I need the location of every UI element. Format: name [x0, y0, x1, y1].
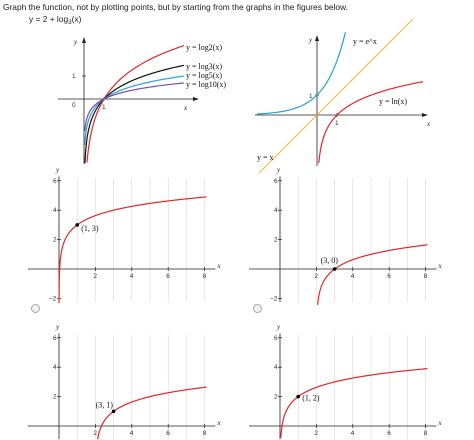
marked-point	[111, 409, 116, 414]
y-axis-label: y	[276, 323, 281, 331]
ln-curve	[318, 81, 424, 164]
y-tick-label: −2	[270, 295, 278, 302]
option-curve	[280, 368, 428, 438]
label-log10: y = log10(x)	[186, 80, 226, 89]
x-tick-label: 8	[203, 430, 207, 437]
y-tick-label: 6	[53, 335, 57, 342]
y-tick-label: −2	[49, 295, 57, 302]
equation-prefix: y = 2 + log	[29, 14, 69, 24]
y-tick-label: 4	[274, 364, 278, 371]
y-axis-label: y	[55, 166, 60, 174]
y-tick-label-1: 1	[309, 93, 313, 100]
identity-line	[258, 18, 414, 174]
y-tick-label: 6	[274, 178, 278, 185]
y-axis-label: y	[308, 36, 313, 44]
option-graph-a: 2 4 6 8 6 4 2 −2 x y (1, 3)	[28, 166, 222, 303]
point-label: (1, 2)	[302, 394, 320, 403]
reference-graph-exp-ln: 1 1 y x y = e^x y = ln(x) y = x	[255, 18, 431, 174]
x-tick-label: 4	[351, 430, 355, 437]
y-axis-arrow	[82, 37, 86, 43]
origin-label: 0	[72, 102, 76, 109]
log3-curve	[84, 64, 185, 164]
label-identity: y = x	[257, 153, 274, 162]
option-graph-b: 2 4 6 8 6 4 2 −2 x y (3, 0)	[249, 166, 443, 305]
x-tick-label: 2	[93, 273, 97, 280]
log2-curve	[86, 45, 185, 163]
x-tick-label: 4	[130, 430, 134, 437]
marked-point	[296, 394, 300, 399]
y-tick-label: 2	[53, 237, 57, 244]
log10-curve	[84, 82, 185, 132]
y-axis-arrow	[315, 35, 319, 41]
point-label: (3, 1)	[96, 400, 114, 409]
y-tick-label: 2	[53, 394, 57, 401]
y-tick-label: 4	[53, 364, 57, 371]
equation-base: 3	[68, 19, 72, 26]
reference-graph-log-family: 0 1 1 y x y = log2(x) y = log3(x) y = lo…	[58, 37, 226, 164]
x-axis-arrow	[193, 97, 199, 101]
y-tick-label: 6	[53, 178, 57, 185]
target-equation: y = 2 + log3(x)	[29, 14, 82, 26]
x-axis-label: x	[217, 419, 222, 427]
option-graph-d: 2 4 6 8 6 4 2 x y (1, 2)	[249, 323, 443, 440]
y-tick-label: 4	[53, 207, 57, 214]
option-curve	[97, 386, 207, 440]
x-tick-label: 4	[130, 273, 134, 280]
x-tick-label: 2	[314, 273, 318, 280]
marked-point	[332, 267, 337, 271]
point-label: (3, 0)	[321, 256, 339, 265]
x-axis-label: x	[183, 104, 188, 112]
option-graph-c: 2 4 6 8 6 4 2 x y (3, 1)	[28, 323, 222, 440]
y-tick-label: 2	[274, 394, 278, 401]
label-log5: y = log5(x)	[186, 71, 222, 80]
equation-suffix: (x)	[71, 14, 82, 24]
x-tick-label: 8	[203, 273, 207, 280]
question-prompt: Graph the function, not by plotting poin…	[3, 2, 348, 12]
y-tick-label: 4	[274, 207, 278, 214]
x-tick-label: 6	[387, 430, 391, 437]
y-tick-label: 2	[274, 237, 278, 244]
x-tick-label-1: 1	[335, 120, 339, 127]
x-axis-label: x	[438, 262, 443, 270]
x-axis-label: x	[438, 419, 443, 427]
label-exp: y = e^x	[353, 37, 377, 46]
x-axis-label: x	[217, 262, 222, 270]
option-a-radio[interactable]	[31, 304, 40, 313]
x-tick-label: 2	[314, 430, 318, 437]
y-axis-label: y	[73, 38, 78, 46]
option-curve	[58, 196, 207, 303]
marked-point	[75, 223, 79, 227]
point-label: (1, 3)	[81, 224, 99, 233]
y-axis-label: y	[276, 166, 281, 174]
x-tick-label: 2	[93, 430, 97, 437]
x-tick-label: 6	[166, 430, 170, 437]
x-tick-label: 8	[424, 430, 428, 437]
label-log2: y = log2(x)	[186, 43, 222, 52]
y-tick-label-1: 1	[72, 73, 76, 80]
log5-curve	[84, 75, 185, 146]
y-tick-label: 6	[274, 335, 278, 342]
y-axis-label: y	[55, 323, 60, 331]
option-b-radio[interactable]	[253, 304, 262, 313]
x-axis-label: x	[426, 120, 431, 128]
x-tick-label: 4	[351, 273, 355, 280]
x-tick-label-1: 1	[102, 104, 106, 111]
option-curve	[317, 244, 428, 305]
label-ln: y = ln(x)	[379, 97, 407, 106]
x-axis-arrow	[422, 113, 428, 117]
x-tick-label: 6	[166, 273, 170, 280]
label-log3: y = log3(x)	[186, 62, 222, 71]
x-tick-label: 8	[424, 273, 428, 280]
exp-curve	[256, 32, 346, 115]
x-tick-label: 6	[387, 273, 391, 280]
